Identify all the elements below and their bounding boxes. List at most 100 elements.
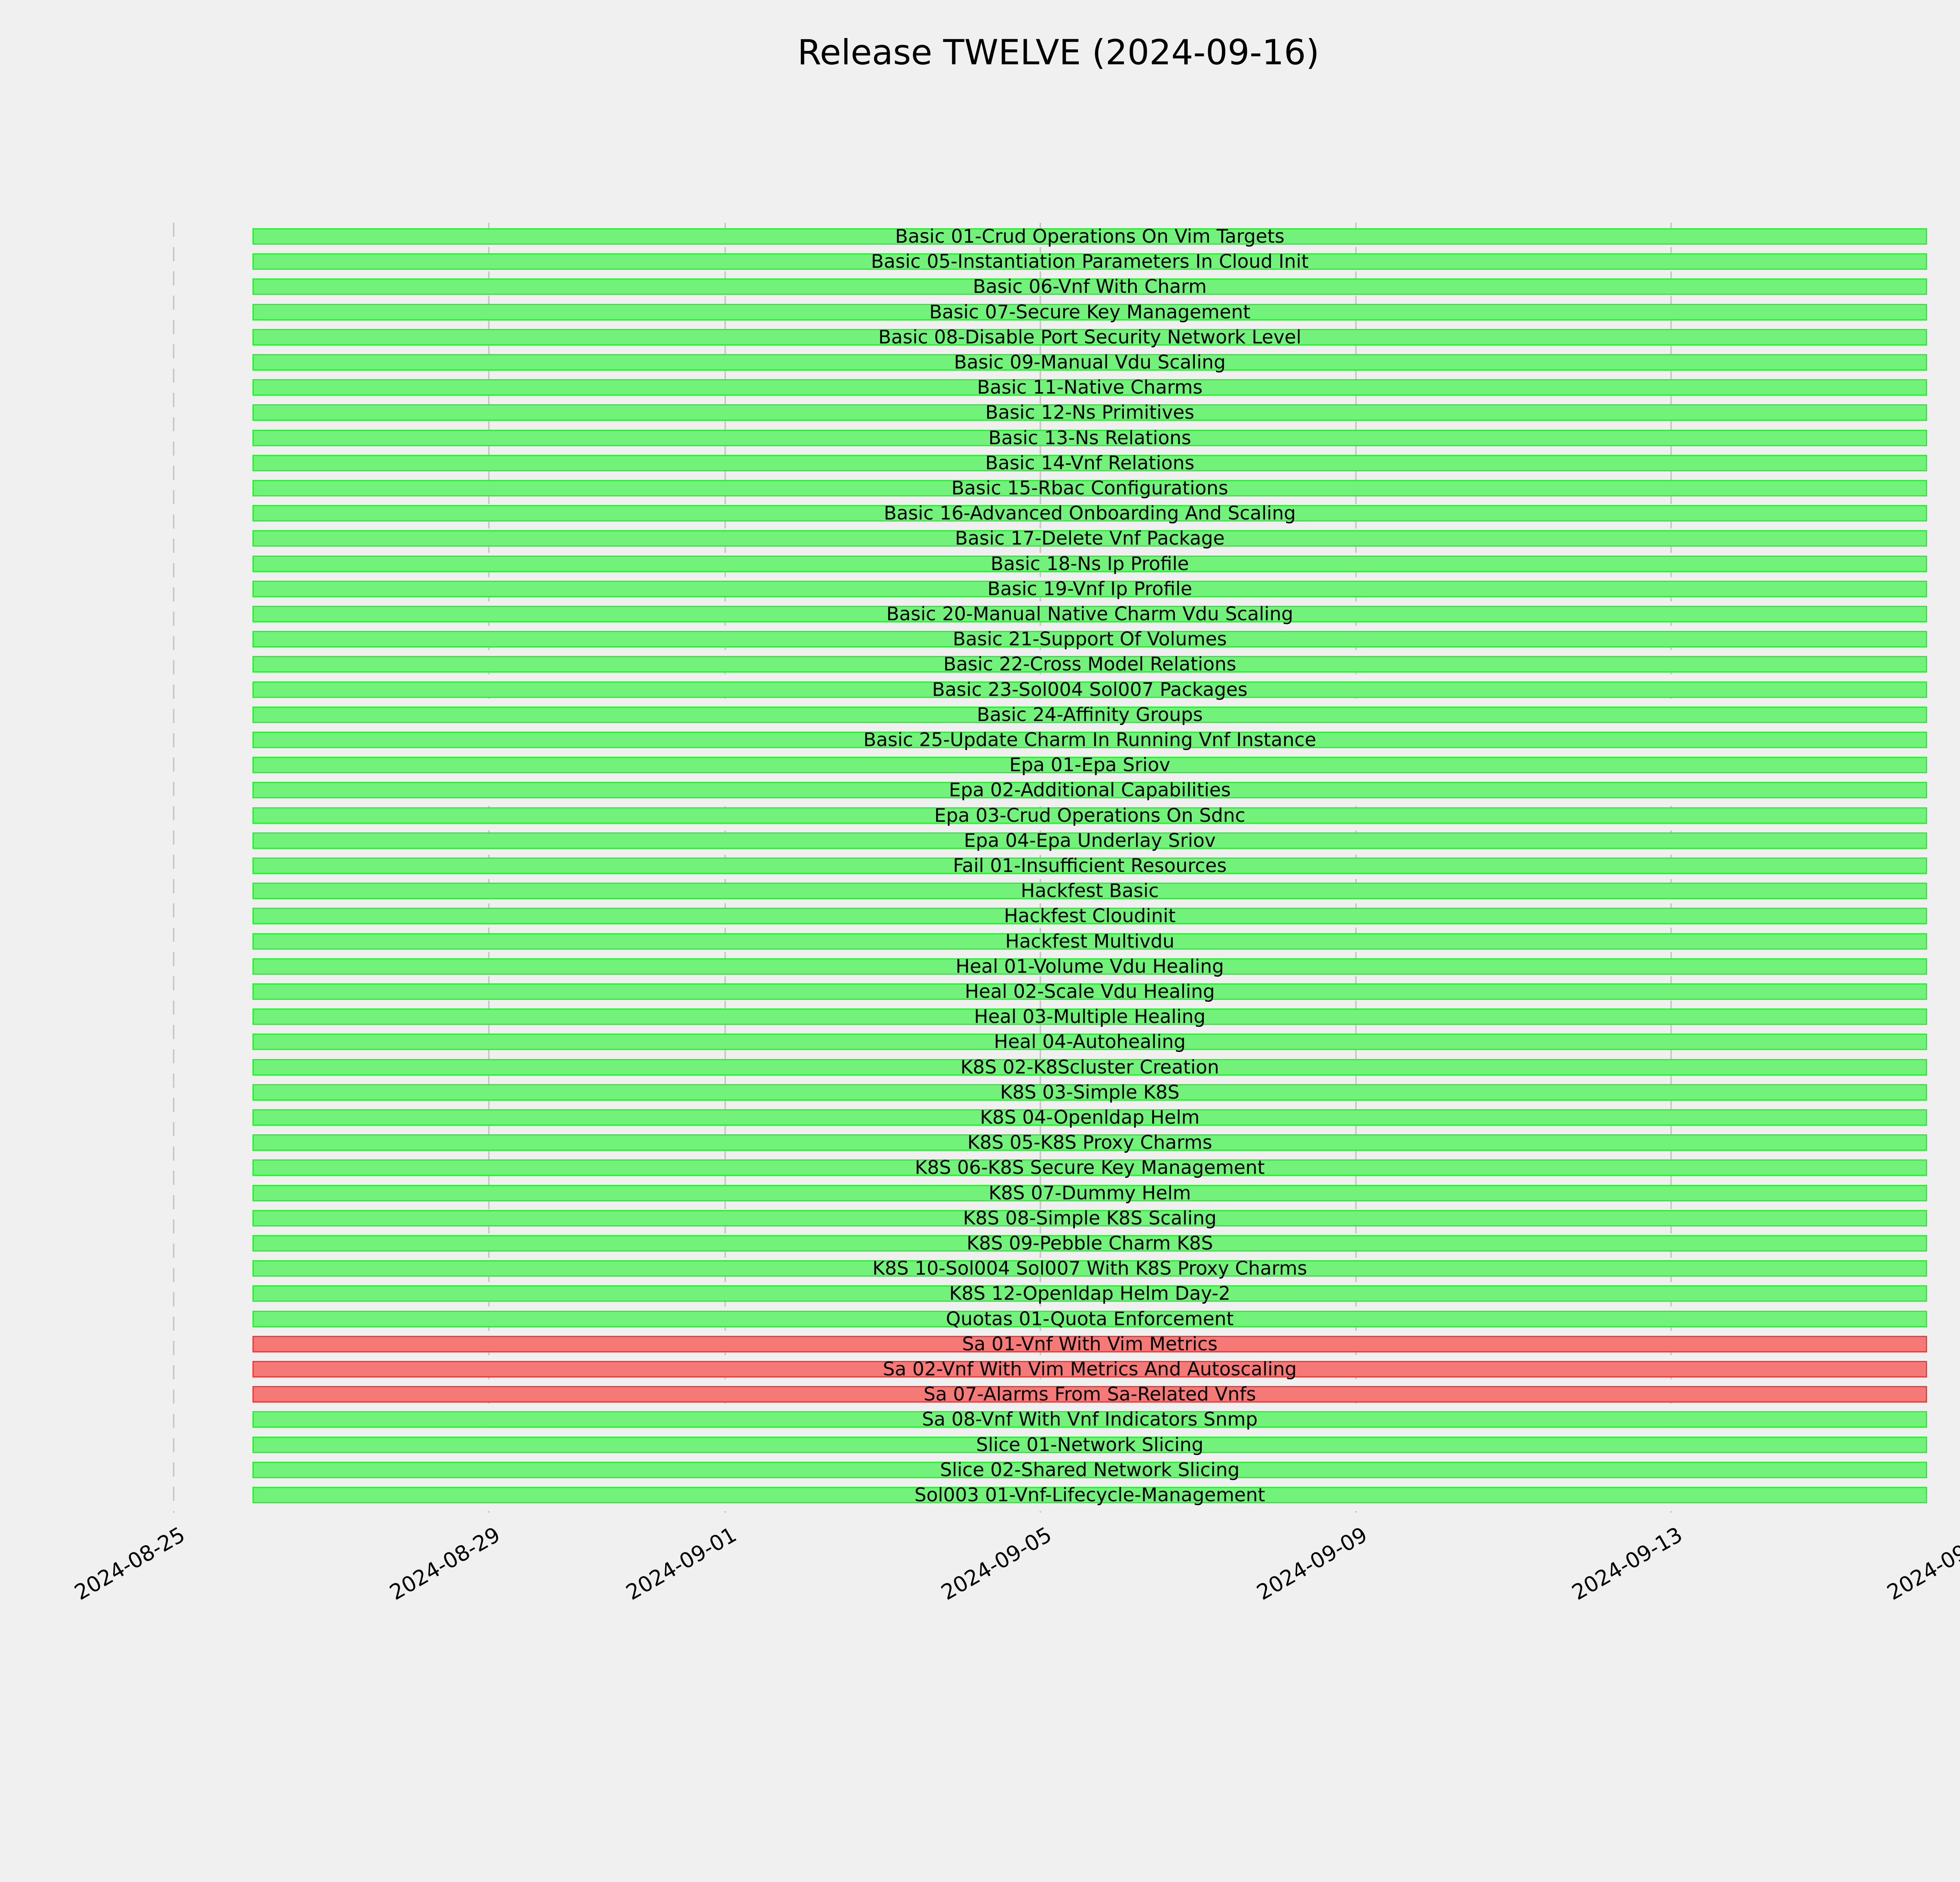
x-tick-label: 2024-09-09: [1252, 1522, 1372, 1605]
gantt-bar-passed: [252, 656, 1927, 673]
bar-label: Epa 03-Crud Operations On Sdnc: [934, 804, 1245, 827]
bar-label: Basic 13-Ns Relations: [988, 427, 1191, 449]
x-gridline: [173, 223, 174, 1513]
gantt-bar-failed: [252, 1335, 1927, 1352]
bar-label: Heal 03-Multiple Healing: [974, 1006, 1206, 1028]
gantt-bar-passed: [252, 1084, 1927, 1101]
gantt-bar-passed: [252, 580, 1927, 597]
gantt-bar-passed: [252, 253, 1927, 270]
gantt-bar-passed: [252, 1008, 1927, 1025]
gantt-bar-passed: [252, 1285, 1927, 1302]
gantt-bar-passed: [252, 983, 1927, 1000]
gantt-bar-passed: [252, 1436, 1927, 1453]
gantt-bar-passed: [252, 1059, 1927, 1075]
bar-label: K8S 07-Dummy Helm: [988, 1182, 1191, 1204]
chart-title: Release TWELVE (2024-09-16): [797, 32, 1319, 73]
bar-label: Basic 15-Rbac Configurations: [951, 477, 1229, 499]
bar-label: K8S 03-Simple K8S: [1000, 1081, 1180, 1103]
bar-label: Heal 04-Autohealing: [994, 1031, 1186, 1053]
bar-label: Basic 06-Vnf With Charm: [973, 276, 1207, 298]
bar-label: K8S 08-Simple K8S Scaling: [963, 1207, 1217, 1229]
bar-label: Hackfest Basic: [1020, 880, 1159, 902]
gantt-bar-passed: [252, 1235, 1927, 1252]
bar-label: Basic 05-Instantiation Parameters In Clo…: [871, 251, 1309, 273]
bar-label: K8S 04-Openldap Helm: [980, 1106, 1200, 1128]
bar-label: Heal 02-Scale Vdu Healing: [965, 981, 1215, 1003]
bar-label: Basic 18-Ns Ip Profile: [991, 552, 1189, 575]
gantt-bar-passed: [252, 429, 1927, 446]
bar-label: Basic 17-Delete Vnf Package: [955, 527, 1225, 550]
bar-label: K8S 02-K8Scluster Creation: [960, 1056, 1220, 1078]
gantt-bar-passed: [252, 1310, 1927, 1327]
gantt-bar-failed: [252, 1361, 1927, 1377]
gantt-bar-passed: [252, 832, 1927, 849]
bar-label: Basic 07-Secure Key Management: [929, 301, 1250, 323]
gantt-bar-passed: [252, 883, 1927, 899]
bar-label: Fail 01-Insufficient Resources: [953, 855, 1227, 877]
bar-label: K8S 10-Sol004 Sol007 With K8S Proxy Char…: [872, 1257, 1307, 1280]
bar-label: Sa 07-Alarms From Sa-Related Vnfs: [924, 1383, 1256, 1406]
gantt-bar-passed: [252, 329, 1927, 345]
gantt-bar-passed: [252, 530, 1927, 547]
bar-label: Basic 01-Crud Operations On Vim Targets: [895, 225, 1285, 247]
gantt-bar-passed: [252, 278, 1927, 295]
bar-label: Basic 11-Native Charms: [977, 376, 1203, 399]
x-tick-label: 2024-09-13: [1567, 1522, 1687, 1605]
gantt-bar-passed: [252, 857, 1927, 874]
bar-label: Basic 21-Support Of Volumes: [953, 628, 1227, 650]
x-tick-label: 2024-09-17: [1883, 1522, 1960, 1605]
gantt-bar-passed: [252, 606, 1927, 622]
bar-label: Quotas 01-Quota Enforcement: [946, 1308, 1234, 1330]
bar-label: Basic 12-Ns Primitives: [985, 401, 1194, 424]
x-tick-label: 2024-09-01: [622, 1522, 741, 1605]
gantt-bar-passed: [252, 732, 1927, 748]
bar-label: Hackfest Multivdu: [1005, 930, 1174, 952]
gantt-bar-passed: [252, 379, 1927, 396]
bar-label: K8S 12-Openldap Helm Day-2: [949, 1283, 1230, 1305]
bar-label: Basic 16-Advanced Onboarding And Scaling: [884, 502, 1296, 525]
gantt-bar-passed: [252, 1159, 1927, 1176]
gantt-bar-passed: [252, 1260, 1927, 1277]
bar-label: Epa 01-Epa Sriov: [1009, 754, 1171, 776]
bar-label: Epa 02-Additional Capabilities: [949, 779, 1231, 801]
bar-label: Basic 24-Affinity Groups: [976, 703, 1203, 726]
bar-label: Basic 14-Vnf Relations: [985, 452, 1194, 474]
gantt-bar-passed: [252, 1487, 1927, 1503]
bar-label: Basic 22-Cross Model Relations: [943, 653, 1236, 676]
gantt-bar-passed: [252, 681, 1927, 698]
gantt-bar-passed: [252, 228, 1927, 245]
gantt-bar-passed: [252, 1184, 1927, 1201]
gantt-bar-passed: [252, 454, 1927, 471]
gantt-bar-passed: [252, 1411, 1927, 1428]
bar-label: Slice 02-Shared Network Slicing: [940, 1459, 1240, 1481]
gantt-bar-passed: [252, 1109, 1927, 1126]
gantt-bar-passed: [252, 354, 1927, 371]
gantt-bar-passed: [252, 1210, 1927, 1226]
gantt-bar-passed: [252, 505, 1927, 522]
bar-label: Heal 01-Volume Vdu Healing: [955, 955, 1224, 977]
gantt-bar-passed: [252, 1134, 1927, 1151]
gantt-bar-passed: [252, 958, 1927, 975]
bar-label: Basic 20-Manual Native Charm Vdu Scaling: [886, 603, 1294, 625]
gantt-bar-passed: [252, 1034, 1927, 1050]
bar-label: Epa 04-Epa Underlay Sriov: [964, 829, 1216, 852]
bar-label: Sa 01-Vnf With Vim Metrics: [962, 1333, 1218, 1355]
gantt-bar-failed: [252, 1386, 1927, 1403]
bar-label: K8S 05-K8S Proxy Charms: [967, 1132, 1212, 1154]
bar-label: Basic 19-Vnf Ip Profile: [987, 578, 1192, 600]
bar-label: Basic 25-Update Charm In Running Vnf Ins…: [863, 729, 1316, 751]
bar-label: Slice 01-Network Slicing: [976, 1433, 1204, 1456]
bar-label: Hackfest Cloudinit: [1004, 905, 1176, 927]
x-tick-label: 2024-09-05: [937, 1522, 1056, 1605]
gantt-bar-passed: [252, 1461, 1927, 1478]
gantt-bar-passed: [252, 757, 1927, 774]
bar-label: Sa 02-Vnf With Vim Metrics And Autoscali…: [883, 1358, 1297, 1380]
gantt-bar-passed: [252, 480, 1927, 496]
gantt-bar-passed: [252, 807, 1927, 824]
bar-label: K8S 06-K8S Secure Key Management: [915, 1157, 1265, 1179]
bar-label: K8S 09-Pebble Charm K8S: [966, 1232, 1213, 1254]
gantt-bar-passed: [252, 908, 1927, 925]
gantt-bar-passed: [252, 303, 1927, 320]
gantt-bar-passed: [252, 631, 1927, 648]
